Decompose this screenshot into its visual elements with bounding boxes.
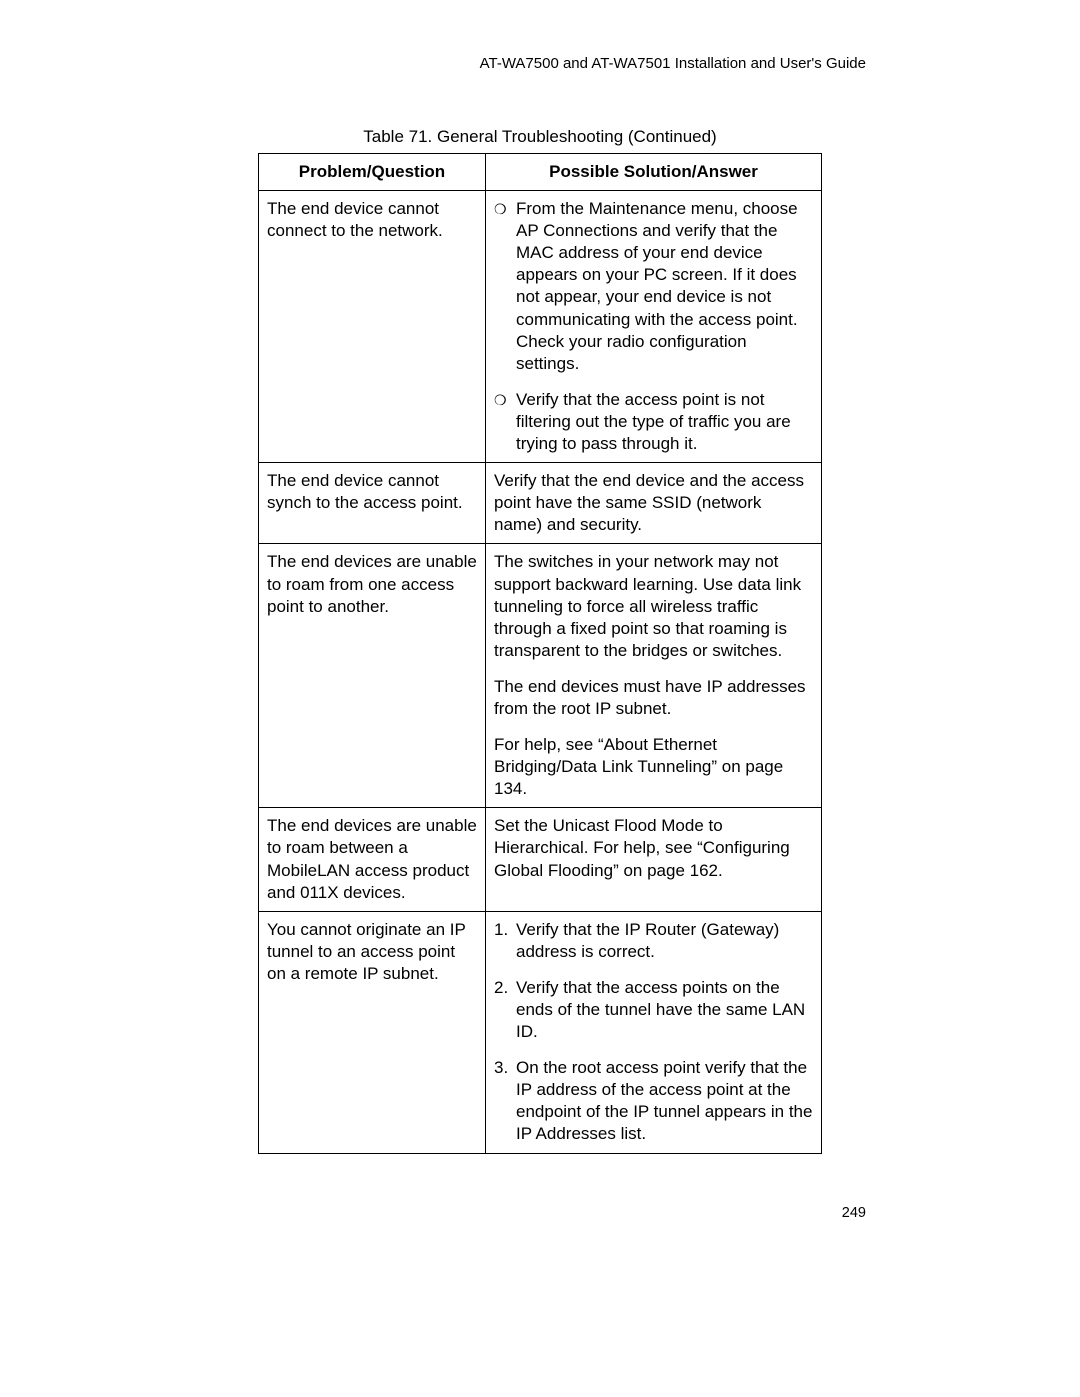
table-caption: Table 71. General Troubleshooting (Conti… xyxy=(200,127,880,147)
list-number: 1. xyxy=(494,919,516,941)
bullet-icon: ❍ xyxy=(494,389,516,409)
solution-cell: The switches in your network may not sup… xyxy=(486,544,822,808)
list-number: 2. xyxy=(494,977,516,999)
numbered-item: 2. Verify that the access points on the … xyxy=(494,977,813,1043)
solution-cell: 1. Verify that the IP Router (Gateway) a… xyxy=(486,911,822,1153)
solution-paragraph: For help, see “About Ethernet Bridging/D… xyxy=(494,734,813,800)
table-row: The end devices are unable to roam from … xyxy=(259,544,822,808)
solution-cell: ❍ From the Maintenance menu, choose AP C… xyxy=(486,191,822,463)
list-text: Verify that the access points on the end… xyxy=(516,977,813,1043)
column-header-solution: Possible Solution/Answer xyxy=(486,154,822,191)
problem-cell: You cannot originate an IP tunnel to an … xyxy=(259,911,486,1153)
problem-cell: The end devices are unable to roam from … xyxy=(259,544,486,808)
solution-cell: Verify that the end device and the acces… xyxy=(486,463,822,544)
page-number: 249 xyxy=(842,1205,866,1221)
numbered-item: 1. Verify that the IP Router (Gateway) a… xyxy=(494,919,813,963)
bullet-icon: ❍ xyxy=(494,198,516,218)
table-header-row: Problem/Question Possible Solution/Answe… xyxy=(259,154,822,191)
problem-cell: The end device cannot synch to the acces… xyxy=(259,463,486,544)
bullet-text: Verify that the access point is not filt… xyxy=(516,389,813,455)
solution-paragraph: The end devices must have IP addresses f… xyxy=(494,676,813,720)
problem-cell: The end device cannot connect to the net… xyxy=(259,191,486,463)
list-text: Verify that the IP Router (Gateway) addr… xyxy=(516,919,813,963)
table-row: The end devices are unable to roam betwe… xyxy=(259,808,822,911)
table-row: The end device cannot synch to the acces… xyxy=(259,463,822,544)
document-page: AT-WA7500 and AT-WA7501 Installation and… xyxy=(0,0,1080,1397)
problem-cell: The end devices are unable to roam betwe… xyxy=(259,808,486,911)
table-row: You cannot originate an IP tunnel to an … xyxy=(259,911,822,1153)
numbered-item: 3. On the root access point verify that … xyxy=(494,1057,813,1145)
troubleshooting-table: Problem/Question Possible Solution/Answe… xyxy=(258,153,822,1154)
bullet-text: From the Maintenance menu, choose AP Con… xyxy=(516,198,813,375)
bullet-item: ❍ From the Maintenance menu, choose AP C… xyxy=(494,198,813,375)
list-number: 3. xyxy=(494,1057,516,1079)
list-text: On the root access point verify that the… xyxy=(516,1057,813,1145)
bullet-item: ❍ Verify that the access point is not fi… xyxy=(494,389,813,455)
solution-cell: Set the Unicast Flood Mode to Hierarchic… xyxy=(486,808,822,911)
page-header: AT-WA7500 and AT-WA7501 Installation and… xyxy=(200,55,866,72)
column-header-problem: Problem/Question xyxy=(259,154,486,191)
table-row: The end device cannot connect to the net… xyxy=(259,191,822,463)
solution-paragraph: The switches in your network may not sup… xyxy=(494,551,813,661)
